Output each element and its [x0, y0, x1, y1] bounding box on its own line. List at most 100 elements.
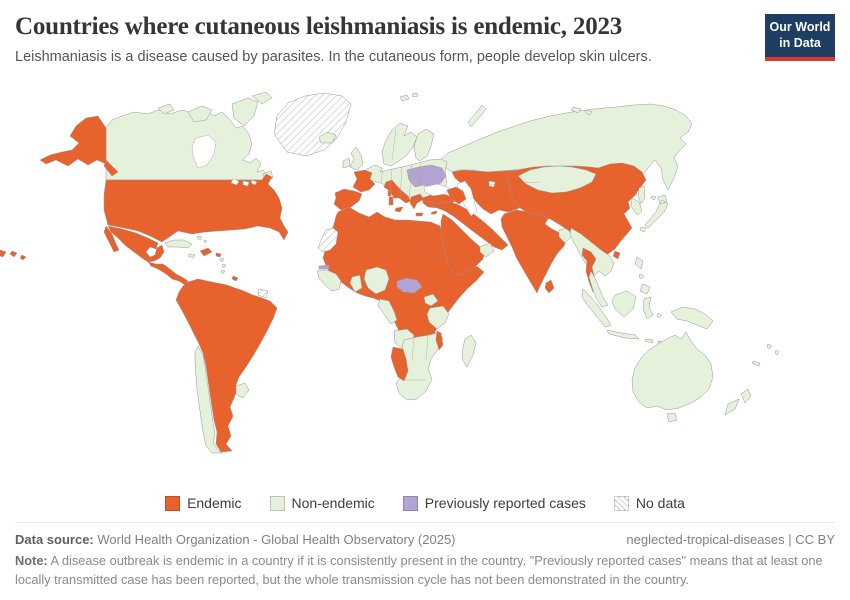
dataset-cc-link[interactable]: neglected-tropical-diseases | CC BY — [626, 532, 835, 547]
legend-item-no-data[interactable]: No data — [613, 495, 685, 511]
country-sakhalin[interactable] — [637, 185, 646, 205]
country-sri-lanka[interactable] — [544, 279, 555, 294]
baja-california[interactable] — [103, 225, 120, 253]
region-arabia[interactable] — [440, 213, 486, 277]
region-caucasus[interactable] — [446, 186, 467, 205]
page-title: Countries where cutaneous leishmaniasis … — [15, 13, 623, 40]
country-united-states[interactable] — [103, 173, 289, 243]
svalbard-islands[interactable] — [399, 92, 419, 102]
aral-sea — [488, 180, 496, 188]
country-australia[interactable] — [631, 331, 714, 411]
note-text: A disease outbreak is endemic in a count… — [15, 553, 823, 587]
country-canada[interactable] — [105, 109, 269, 181]
legend-item-previously-reported[interactable]: Previously reported cases — [402, 495, 586, 511]
previously-reported-swatch — [402, 495, 418, 511]
country-borders-warm — [155, 181, 550, 365]
region-guinea[interactable] — [316, 269, 342, 292]
legend-label: Previously reported cases — [424, 495, 586, 511]
map-legend: Endemic Non-endemic Previously reported … — [0, 495, 850, 511]
landmasses — [0, 91, 780, 454]
chart-subtitle: Leishmaniasis is a disease caused by par… — [15, 49, 652, 65]
country-cyprus[interactable] — [430, 210, 438, 215]
data-source-text: World Health Organization - Global Healt… — [93, 532, 456, 547]
country-malawi[interactable] — [435, 330, 444, 351]
country-korea[interactable] — [630, 197, 643, 216]
country-uganda[interactable] — [423, 293, 439, 307]
country-new-zealand[interactable] — [724, 388, 752, 416]
country-united-states-alaska[interactable] — [39, 115, 107, 167]
note-label: Note: — [15, 553, 48, 568]
country-trinidad[interactable] — [231, 275, 239, 282]
country-indonesia[interactable] — [581, 288, 670, 350]
lesser-antilles-islands[interactable] — [219, 257, 227, 275]
owid-logo-line2: in Data — [779, 35, 821, 50]
region-indochina[interactable] — [569, 227, 615, 277]
region-south-america[interactable] — [175, 278, 278, 453]
owid-logo-line1: Our World — [769, 20, 831, 34]
region-middle-east[interactable] — [426, 200, 509, 251]
region-malay-peninsula[interactable] — [588, 270, 609, 308]
hawaii-islands[interactable] — [0, 249, 27, 261]
country-borders-cool — [380, 128, 429, 381]
island-new-guinea[interactable] — [670, 306, 714, 330]
owid-logo[interactable]: Our World in Data — [765, 14, 835, 62]
non-endemic-swatch — [269, 495, 285, 511]
country-madagascar[interactable] — [461, 334, 477, 368]
country-russia-novaya-zemlya[interactable] — [467, 104, 487, 128]
pacific-islands[interactable] — [751, 343, 780, 367]
country-greenland[interactable] — [273, 92, 352, 157]
country-united-kingdom[interactable] — [349, 146, 364, 171]
region-oman-uae[interactable] — [479, 242, 495, 258]
country-namibia[interactable] — [390, 346, 409, 382]
country-ukraine[interactable] — [406, 164, 447, 188]
country-france[interactable] — [352, 169, 376, 193]
country-ireland[interactable] — [342, 157, 351, 169]
country-chile[interactable] — [194, 345, 223, 454]
country-cuba[interactable] — [164, 239, 193, 249]
island-tasmania[interactable] — [666, 412, 678, 423]
country-mongolia[interactable] — [517, 165, 597, 194]
chart-header: Countries where cutaneous leishmaniasis … — [15, 13, 835, 65]
country-tanzania[interactable] — [426, 305, 450, 330]
region-scandinavia[interactable] — [381, 122, 418, 167]
country-russia-islands[interactable] — [570, 106, 593, 116]
country-mexico[interactable] — [107, 225, 165, 263]
legend-item-non-endemic[interactable]: Non-endemic — [269, 495, 375, 511]
hudson-bay — [191, 134, 217, 169]
country-iceland[interactable] — [318, 131, 337, 144]
country-ghana[interactable] — [349, 274, 363, 293]
country-puerto-rico[interactable] — [215, 252, 222, 258]
country-taiwan[interactable] — [612, 250, 621, 260]
country-greece[interactable] — [409, 193, 425, 210]
data-source: Data source: World Health Organization -… — [15, 532, 456, 547]
region-iberia[interactable] — [333, 188, 363, 211]
country-western-sahara[interactable] — [317, 227, 339, 253]
country-french-guiana[interactable] — [257, 288, 269, 299]
great-lakes — [230, 178, 258, 187]
country-uruguay[interactable] — [235, 382, 250, 399]
crete-island[interactable] — [415, 212, 424, 217]
bahamas-islands[interactable] — [196, 235, 208, 244]
island-hispaniola[interactable] — [199, 247, 213, 257]
alaska-panhandle[interactable] — [103, 159, 119, 177]
legend-label: Endemic — [187, 495, 242, 511]
country-gambia[interactable] — [318, 264, 330, 270]
no-data-swatch — [613, 495, 629, 511]
country-finland[interactable] — [413, 128, 435, 162]
chart-note: Note: A disease outbreak is endemic in a… — [15, 552, 835, 589]
country-nigeria[interactable] — [363, 266, 390, 295]
country-philippines[interactable] — [634, 256, 651, 295]
owid-logo-box: Our World in Data — [765, 14, 835, 58]
data-source-label: Data source: — [15, 532, 94, 547]
endemic-swatch — [165, 495, 181, 511]
region-gabon-congo[interactable] — [377, 298, 398, 325]
owid-logo-bar — [765, 57, 835, 62]
legend-label: Non-endemic — [291, 495, 375, 511]
country-central-african-republic[interactable] — [396, 277, 423, 294]
canada-arctic-islands[interactable] — [157, 91, 273, 127]
country-jamaica[interactable] — [187, 253, 196, 259]
country-japan[interactable] — [639, 194, 669, 233]
legend-item-endemic[interactable]: Endemic — [165, 495, 242, 511]
